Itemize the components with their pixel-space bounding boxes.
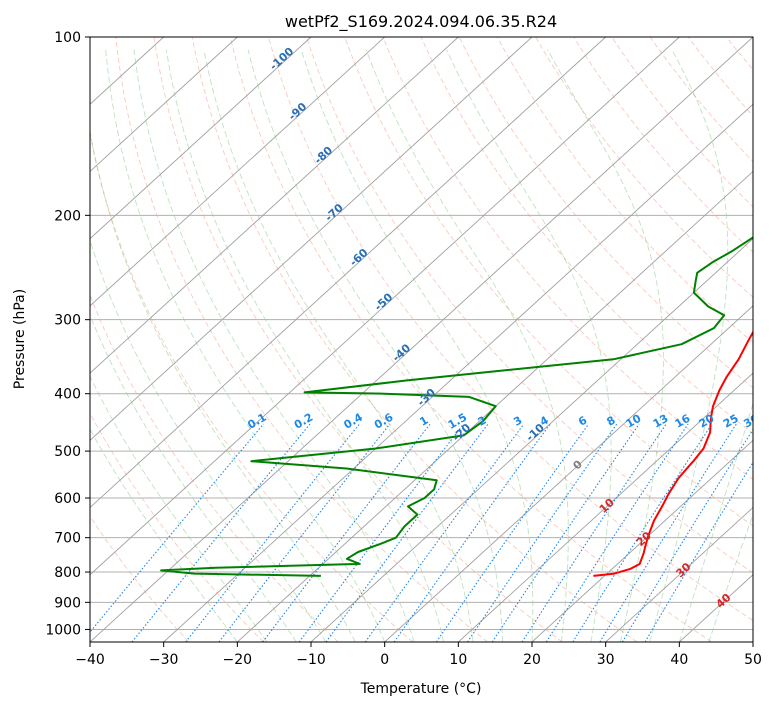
dry-adiabat <box>649 37 753 163</box>
x-tick-label: 20 <box>523 652 541 668</box>
pressure-gridlines <box>90 37 753 630</box>
dry-adiabat <box>191 37 638 642</box>
mixing-ratio-line <box>545 423 689 642</box>
mixing-ratio-line <box>185 423 360 642</box>
y-tick-label: 900 <box>54 595 81 611</box>
isotherm-line <box>237 170 753 642</box>
moist-adiabat <box>446 49 612 642</box>
moist-adiabat <box>105 49 386 642</box>
mixing-ratio-line <box>364 423 525 642</box>
dry-adiabat <box>535 37 753 298</box>
isotherm-line <box>458 372 753 642</box>
dry-adiabat <box>268 37 753 622</box>
mixing-ratio-line <box>131 423 311 642</box>
isotherm-line <box>163 103 753 642</box>
y-tick-label: 1000 <box>45 622 81 638</box>
dry-adiabat <box>115 37 488 642</box>
moist-adiabat <box>90 375 268 642</box>
dry-adiabat <box>611 37 753 208</box>
mixing-ratio-line <box>572 423 713 642</box>
x-tick-label: 0 <box>380 652 389 668</box>
moist-adiabat <box>90 238 327 642</box>
isotherm-line <box>90 37 753 642</box>
dry-adiabat <box>90 515 190 642</box>
x-tick-label: 40 <box>670 652 688 668</box>
moist-adiabat <box>365 49 569 642</box>
dry-adiabat <box>90 131 414 642</box>
isotherm-line <box>90 37 385 307</box>
moist-adiabat <box>203 49 474 642</box>
mixing-ratio-line <box>218 423 391 642</box>
y-axis: 100 200 300 400 500 600 700 800 900 1000 <box>45 30 90 638</box>
dry-adiabat <box>344 37 753 527</box>
y-tick-label: 100 <box>54 30 81 46</box>
mixing-ratio-line <box>262 423 431 642</box>
dry-adiabat <box>90 293 339 642</box>
isotherm-lines <box>90 37 753 642</box>
mixing-ratio-label: 30 <box>741 412 761 431</box>
y-tick-label: 500 <box>54 444 81 460</box>
series-group <box>160 236 753 577</box>
temperature-profile <box>593 330 753 577</box>
isotherm-line <box>384 305 753 642</box>
dry-adiabat <box>382 37 753 480</box>
mixing-ratio-line <box>621 428 753 642</box>
moist-adiabat <box>300 49 534 642</box>
mixing-ratio-line <box>599 423 737 642</box>
plot-frame <box>89 36 754 643</box>
moist-adiabat <box>547 49 664 642</box>
x-tick-label: 50 <box>744 652 762 668</box>
mixing-ratio-line <box>435 423 590 642</box>
isotherm-line <box>90 37 533 441</box>
isotherm-line <box>310 238 753 642</box>
x-tick-label: −20 <box>223 652 253 668</box>
dry-adiabat <box>497 37 753 344</box>
mixing-ratio-line <box>393 423 551 642</box>
isotherm-line <box>90 37 680 576</box>
chart-title: wetPf2_S169.2024.094.06.35.R24 <box>285 12 557 32</box>
isotherm-line <box>531 439 753 642</box>
moist-adiabat <box>90 128 356 642</box>
y-tick-label: 600 <box>54 491 81 507</box>
x-axis: −40 −30 −20 −10 0 10 20 30 40 50 <box>75 642 762 668</box>
x-axis-title: Temperature (°C) <box>360 681 482 697</box>
y-axis-title: Pressure (hPa) <box>12 289 28 389</box>
moist-adiabat <box>247 49 503 642</box>
x-tick-label: −30 <box>149 652 179 668</box>
isotherm-line <box>90 37 312 240</box>
isotherm-line <box>90 37 238 173</box>
mixing-ratio-line <box>491 423 640 642</box>
y-tick-label: 700 <box>54 531 81 547</box>
dry-adiabat <box>306 37 753 574</box>
dry-adiabat <box>458 37 753 389</box>
mixing-ratio-line <box>644 461 753 642</box>
mixing-ratio-line <box>521 423 667 642</box>
y-tick-label: 800 <box>54 565 81 581</box>
isotherm-line <box>90 37 459 374</box>
moist-adiabats <box>90 49 753 642</box>
x-tick-label: 10 <box>449 652 467 668</box>
dry-adiabats <box>90 37 753 642</box>
x-tick-label: 30 <box>597 652 615 668</box>
dry-adiabat <box>229 37 712 642</box>
y-tick-label: 200 <box>54 208 81 224</box>
moist-adiabat <box>90 314 297 642</box>
isotherm-line <box>605 506 753 642</box>
x-tick-label: −10 <box>296 652 326 668</box>
moist-adiabat <box>165 49 445 642</box>
y-tick-label: 400 <box>54 387 81 403</box>
mixing-ratio-lines <box>90 423 753 642</box>
y-tick-label: 300 <box>54 313 81 329</box>
dewpoint-profile <box>160 236 753 577</box>
moist-adiabat <box>649 49 729 642</box>
isotherm-line <box>90 37 606 509</box>
x-tick-label: −40 <box>75 652 105 668</box>
moist-adiabat <box>90 428 238 642</box>
moist-adiabat <box>133 49 415 642</box>
